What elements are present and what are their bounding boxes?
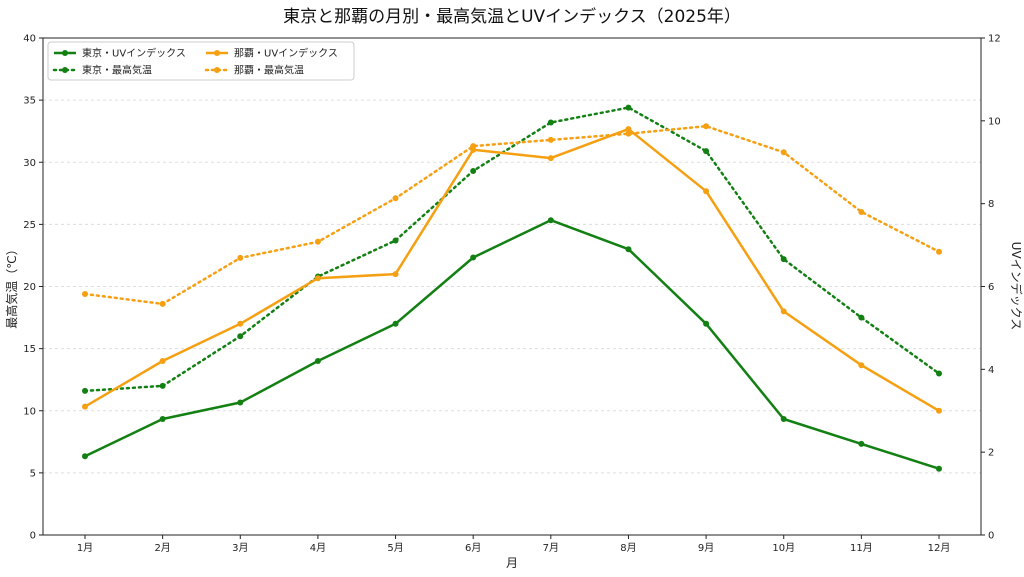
data-point bbox=[159, 416, 166, 423]
y-right-tick-label: 12 bbox=[988, 34, 1001, 45]
x-tick-label: 5月 bbox=[387, 542, 403, 554]
series-line-4 bbox=[83, 124, 941, 306]
data-point bbox=[237, 333, 244, 340]
legend-box bbox=[47, 41, 355, 81]
data-point bbox=[159, 358, 166, 365]
x-tick-label: 6月 bbox=[465, 542, 481, 554]
y-right-tick-label: 8 bbox=[988, 199, 994, 210]
data-point bbox=[470, 254, 477, 261]
x-tick-label: 1月 bbox=[77, 542, 93, 554]
data-point bbox=[392, 271, 399, 278]
data-point bbox=[547, 155, 554, 162]
y-left-tick-label: 35 bbox=[23, 96, 36, 107]
legend-label: 那覇・UVインデックス bbox=[234, 47, 338, 60]
y-axis-left-label: 最高気温（℃） bbox=[4, 243, 19, 328]
data-point bbox=[703, 123, 710, 130]
data-point bbox=[936, 407, 942, 414]
y-axis-right-label: UVインデックス bbox=[1009, 242, 1024, 331]
grid bbox=[43, 99, 981, 474]
data-point bbox=[547, 119, 554, 126]
data-point bbox=[780, 149, 787, 156]
data-point bbox=[82, 290, 88, 297]
data-point bbox=[625, 130, 632, 137]
x-tick-label: 3月 bbox=[232, 542, 248, 554]
data-point bbox=[237, 320, 244, 327]
data-point bbox=[703, 148, 710, 155]
y-left-tick-label: 30 bbox=[23, 158, 36, 169]
legend-marker bbox=[62, 67, 68, 73]
data-point bbox=[858, 362, 865, 369]
data-point bbox=[625, 246, 632, 253]
x-tick-label: 10月 bbox=[772, 542, 795, 554]
data-point bbox=[470, 167, 477, 174]
data-point bbox=[392, 320, 399, 327]
x-tick-label: 4月 bbox=[310, 542, 326, 554]
x-tick-label: 2月 bbox=[154, 542, 170, 554]
x-tick-label: 9月 bbox=[698, 542, 714, 554]
y-right-tick-label: 4 bbox=[988, 365, 994, 376]
legend-marker bbox=[62, 50, 68, 56]
y-left-tick-label: 20 bbox=[23, 282, 36, 293]
data-point bbox=[470, 143, 477, 150]
data-point bbox=[314, 358, 321, 365]
data-point bbox=[858, 208, 865, 215]
data-point bbox=[82, 387, 88, 394]
legend-marker bbox=[214, 67, 220, 73]
x-tick-label: 11月 bbox=[850, 542, 873, 554]
data-point bbox=[858, 314, 865, 321]
data-point bbox=[703, 188, 710, 195]
data-point bbox=[780, 308, 787, 315]
data-point bbox=[82, 403, 88, 410]
series-line-1 bbox=[84, 218, 940, 470]
data-point bbox=[237, 399, 244, 406]
y-left-tick-label: 25 bbox=[23, 220, 36, 231]
data-point bbox=[547, 217, 554, 224]
data-point bbox=[780, 256, 787, 263]
data-point bbox=[159, 300, 166, 307]
y-left-tick-label: 40 bbox=[23, 34, 36, 45]
data-point bbox=[936, 370, 942, 377]
data-point bbox=[314, 275, 321, 282]
x-tick-label: 7月 bbox=[543, 542, 559, 554]
data-point bbox=[547, 136, 554, 143]
data-point bbox=[625, 126, 632, 133]
data-point bbox=[82, 453, 88, 460]
data-point bbox=[159, 382, 166, 389]
data-point bbox=[780, 416, 787, 423]
chart-title: 東京と那覇の月別・最高気温とUVインデックス（2025年） bbox=[283, 6, 741, 27]
x-axis-label: 月 bbox=[506, 556, 518, 570]
y-right-tick-label: 2 bbox=[988, 448, 994, 459]
x-tick-label: 12月 bbox=[928, 542, 951, 554]
y-right-tick-label: 10 bbox=[988, 116, 1001, 127]
data-point bbox=[858, 440, 865, 447]
data-point bbox=[625, 104, 632, 111]
y-left-tick-label: 0 bbox=[30, 531, 36, 542]
y-left-tick-label: 10 bbox=[23, 406, 36, 417]
series-line-3 bbox=[84, 127, 940, 412]
legend-label: 東京・最高気温 bbox=[82, 64, 152, 77]
data-point bbox=[392, 237, 399, 244]
y-right-tick-label: 0 bbox=[988, 531, 994, 542]
data-point bbox=[936, 465, 942, 472]
y-right-tick-label: 6 bbox=[988, 282, 994, 293]
x-tick-label: 8月 bbox=[620, 542, 636, 554]
data-point bbox=[392, 195, 399, 202]
legend-label: 那覇・最高気温 bbox=[234, 64, 304, 77]
legend-marker bbox=[214, 50, 220, 56]
data-point bbox=[314, 238, 321, 245]
data-point bbox=[237, 254, 244, 261]
data-point bbox=[703, 320, 710, 327]
legend-label: 東京・UVインデックス bbox=[82, 47, 186, 60]
y-left-tick-label: 5 bbox=[30, 468, 36, 479]
data-point bbox=[936, 248, 942, 255]
series-group bbox=[82, 104, 942, 472]
axis-ticks: 0 5 10 15 20 25 30 35 40 0 2 4 6 8 10 12 1月 2月 3月 4月 5月 6月 7月 8… bbox=[23, 34, 1000, 555]
series-line-2 bbox=[83, 106, 941, 393]
y-left-tick-label: 15 bbox=[23, 344, 36, 355]
